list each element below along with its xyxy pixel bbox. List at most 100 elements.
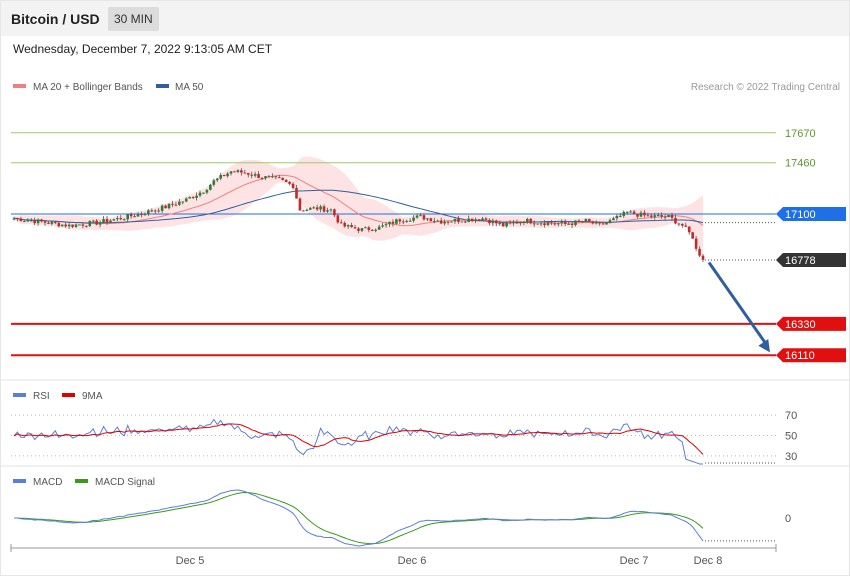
candle (398, 218, 402, 225)
candle (670, 212, 674, 222)
candle (257, 171, 260, 179)
candle (129, 212, 133, 219)
candle (588, 218, 591, 222)
credit-text: Research © 2022 Trading Central (691, 82, 840, 93)
candle (308, 206, 312, 211)
candle (40, 218, 43, 223)
candle (160, 204, 164, 213)
candle (632, 210, 636, 215)
legend-rsi: RSI (33, 391, 50, 402)
candle (64, 222, 67, 228)
candle (446, 220, 450, 225)
candle (95, 219, 98, 226)
candle (436, 219, 440, 222)
candle (619, 212, 622, 218)
candle (543, 220, 546, 228)
candle (178, 198, 181, 207)
legend-swatch-ma20 (13, 84, 26, 88)
pair-title: Bitcoin / USD (11, 11, 100, 27)
chart-datetime: Wednesday, December 7, 2022 9:13:05 AM C… (13, 42, 273, 56)
candle (605, 222, 608, 225)
candle (532, 220, 536, 227)
candle (377, 224, 381, 230)
rsi-plot: 70 50 30 (11, 410, 797, 465)
candle (109, 219, 112, 223)
candle (343, 221, 347, 228)
candle (395, 218, 398, 225)
candle (601, 222, 605, 225)
candle (515, 219, 519, 225)
level-tag-16330 (776, 316, 846, 331)
candle (681, 223, 684, 228)
legend-swatch-macd (13, 479, 26, 483)
time-axis-labels: Dec 5 Dec 6 Dec 7 Dec 8 (10, 544, 777, 567)
candle (457, 216, 460, 224)
candle (219, 172, 222, 181)
candle (36, 218, 40, 226)
candle (481, 216, 484, 221)
candle (529, 218, 533, 225)
candle (656, 212, 660, 217)
candle (488, 218, 491, 226)
candle (608, 218, 612, 224)
candle (570, 221, 574, 229)
candle (157, 208, 160, 213)
candle (567, 222, 570, 225)
candle (467, 215, 471, 223)
candle (453, 218, 457, 224)
candle (405, 219, 409, 223)
candle (687, 226, 691, 235)
legend-swatch-macd-signal (75, 479, 88, 483)
candle (684, 222, 688, 228)
forecast-arrow-head (758, 339, 770, 353)
candle (639, 210, 643, 218)
x-tick-label: Dec 8 (694, 555, 723, 567)
candle (209, 183, 212, 191)
candle (443, 219, 446, 226)
level-label-17670: 17670 (785, 128, 816, 140)
candle (164, 204, 167, 209)
candle (581, 220, 584, 223)
bollinger-band (14, 156, 703, 256)
candle (663, 214, 667, 221)
rsi-tick-label: 50 (785, 431, 797, 443)
candle (677, 223, 681, 227)
candle (646, 212, 650, 217)
candle (422, 213, 426, 221)
candle (119, 214, 123, 221)
legend-macd-signal: MACD Signal (95, 477, 155, 488)
candle (312, 206, 316, 209)
candle (388, 221, 391, 228)
candle (598, 221, 601, 226)
candle (271, 173, 274, 179)
candle (429, 217, 433, 222)
candle (274, 175, 278, 180)
candle (305, 208, 309, 212)
candle (85, 225, 88, 228)
candle (339, 219, 343, 224)
candle (205, 189, 209, 195)
candle (557, 222, 560, 227)
candle (281, 177, 285, 181)
candle (16, 218, 19, 222)
candle (326, 207, 329, 214)
candle (264, 175, 267, 181)
x-tick-label: Dec 5 (176, 555, 205, 567)
candle (50, 221, 54, 226)
timeframe-badge[interactable]: 30 MIN (108, 7, 159, 31)
candle (498, 220, 502, 226)
candle (150, 208, 154, 212)
candle (147, 209, 150, 217)
candle (495, 219, 498, 227)
candle (553, 220, 557, 226)
candle (81, 222, 85, 229)
candle (243, 169, 247, 174)
candle (426, 218, 429, 222)
candlesticks (12, 168, 705, 262)
candle (701, 253, 705, 262)
candle (319, 204, 322, 213)
candle (215, 177, 219, 183)
candle (698, 246, 701, 258)
candle (184, 197, 188, 203)
